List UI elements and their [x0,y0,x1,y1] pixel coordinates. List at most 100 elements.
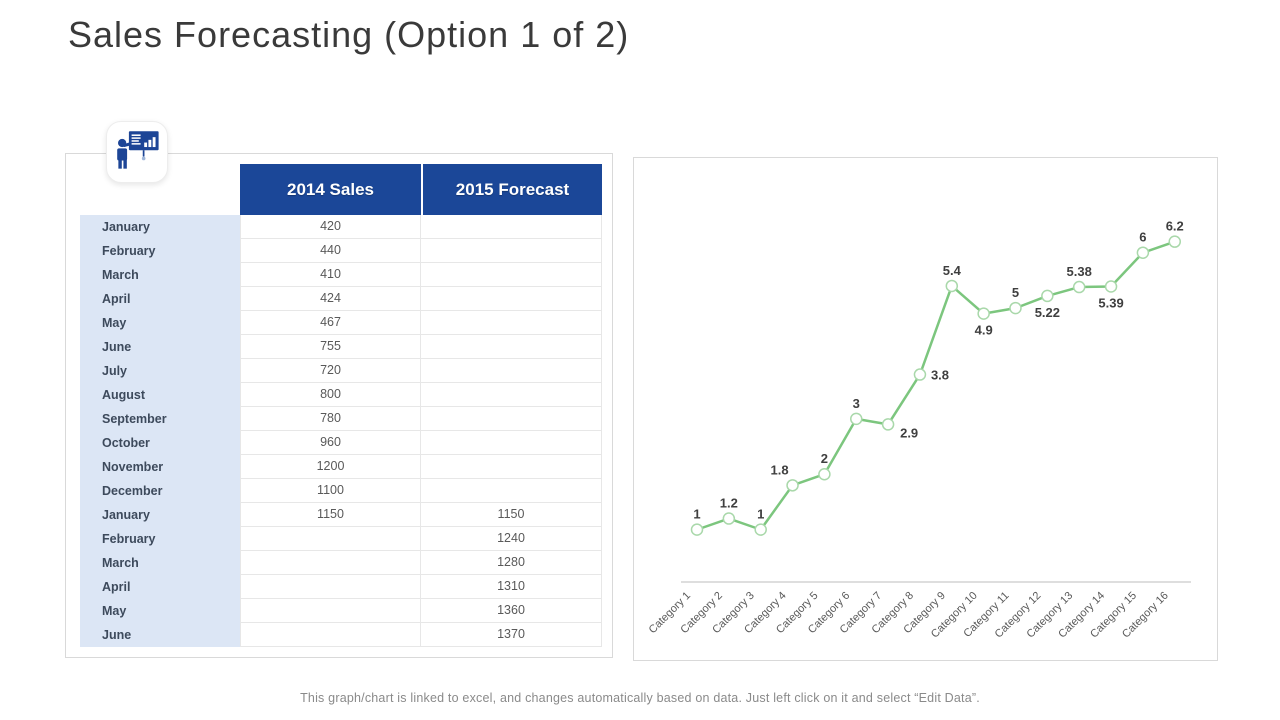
sales-2014-cell: 720 [240,359,421,383]
month-cell: April [80,287,240,311]
chart-line [695,240,1176,531]
forecast-2015-cell [421,359,602,383]
table-body: January 420 February 440 March 410 April 424 May… [80,215,602,647]
data-point-marker [977,307,990,320]
month-cell: April [80,575,240,599]
forecast-2015-cell [421,239,602,263]
data-point-label: 1 [757,507,764,522]
table-row: August 800 [80,383,602,407]
forecast-2015-cell: 1280 [421,551,602,575]
month-cell: November [80,455,240,479]
data-point-marker [1136,246,1150,259]
table-row: April 424 [80,287,602,311]
forecast-2015-cell [421,455,602,479]
forecast-2015-cell [421,263,602,287]
sales-2014-cell [240,575,421,599]
forecast-2015-cell [421,215,602,239]
table-row: June 1370 [80,623,602,647]
data-point-label: 5 [1012,285,1019,300]
month-cell: May [80,311,240,335]
sales-2014-cell [240,599,421,623]
data-point-marker [1009,301,1022,315]
data-point-label: 3.8 [931,368,949,383]
table-row: January 1150 1150 [80,503,602,527]
month-cell: August [80,383,240,407]
data-point-label: 2 [821,451,828,466]
month-cell: September [80,407,240,431]
sales-2014-cell [240,527,421,551]
table-row: September 780 [80,407,602,431]
data-point-marker [1072,280,1086,294]
sales-2014-cell: 467 [240,311,421,335]
data-point-marker [1041,289,1054,303]
sales-2014-cell: 755 [240,335,421,359]
presenter-board-icon-glyph [117,131,159,169]
data-point-marker [690,523,704,536]
chart-panel[interactable]: 1 1.2 1 1.8 2 3 2.9 3.8 5.4 4.9 5 5.22 5.38 5.39 6 6.2 C… [633,157,1218,661]
data-point-marker [1104,280,1118,293]
table-row: February 1240 [80,527,602,551]
forecast-2015-cell: 1150 [421,503,602,527]
forecast-2015-cell [421,431,602,455]
data-point-label: 5.22 [1035,305,1060,320]
data-point-marker [754,523,767,536]
month-cell: March [80,551,240,575]
month-cell: June [80,623,240,647]
slide-title: Sales Forecasting (Option 1 of 2) [68,14,630,55]
data-point-marker [786,479,799,492]
presenter-board-icon [106,121,168,183]
data-point-label: 5.4 [943,263,962,278]
forecast-2015-cell: 1360 [421,599,602,623]
sales-forecast-table: 2014 Sales 2015 Forecast January 420 Febru… [80,164,602,647]
sales-2014-cell [240,623,421,647]
sales-2014-cell: 960 [240,431,421,455]
month-cell: July [80,359,240,383]
forecast-2015-cell [421,407,602,431]
data-point-marker [945,279,959,293]
data-point-label: 6.2 [1166,219,1184,234]
chart-markers [690,235,1181,536]
data-point-label: 1 [693,507,700,522]
sales-2014-cell: 780 [240,407,421,431]
data-point-label: 1.8 [771,462,789,477]
table-row: December 1100 [80,479,602,503]
month-cell: January [80,503,240,527]
data-point-marker [913,368,927,381]
table-row: March 410 [80,263,602,287]
forecast-line-chart[interactable]: 1 1.2 1 1.8 2 3 2.9 3.8 5.4 4.9 5 5.22 5.38 5.39 6 6.2 C… [634,158,1217,660]
table-row: November 1200 [80,455,602,479]
chart-data-labels: 1 1.2 1 1.8 2 3 2.9 3.8 5.4 4.9 5 5.22 5.38 5.39 6 6.2 [693,219,1183,522]
month-cell: March [80,263,240,287]
table-row: June 755 [80,335,602,359]
month-cell: February [80,527,240,551]
sales-2014-cell [240,551,421,575]
data-point-marker [722,512,736,525]
table-header-2014-sales: 2014 Sales [240,164,421,215]
sales-2014-cell: 440 [240,239,421,263]
data-point-label: 5.38 [1067,264,1092,279]
edit-data-note: This graph/chart is linked to excel, and… [300,691,980,705]
forecast-2015-cell [421,287,602,311]
month-cell: October [80,431,240,455]
table-row: March 1280 [80,551,602,575]
data-point-marker [1168,235,1181,248]
sales-2014-cell: 420 [240,215,421,239]
data-point-label: 5.39 [1098,296,1123,311]
sales-2014-cell: 424 [240,287,421,311]
forecast-2015-cell [421,311,602,335]
forecast-2015-cell [421,335,602,359]
month-cell: December [80,479,240,503]
data-table-panel[interactable]: 2014 Sales 2015 Forecast January 420 Febru… [65,153,613,658]
table-row: October 960 [80,431,602,455]
sales-2014-cell: 410 [240,263,421,287]
month-cell: May [80,599,240,623]
month-cell: January [80,215,240,239]
data-point-label: 4.9 [975,323,993,338]
table-row: May 467 [80,311,602,335]
table-header-2015-forecast: 2015 Forecast [421,164,602,215]
table-row: July 720 [80,359,602,383]
month-cell: February [80,239,240,263]
sales-2014-cell: 1150 [240,503,421,527]
